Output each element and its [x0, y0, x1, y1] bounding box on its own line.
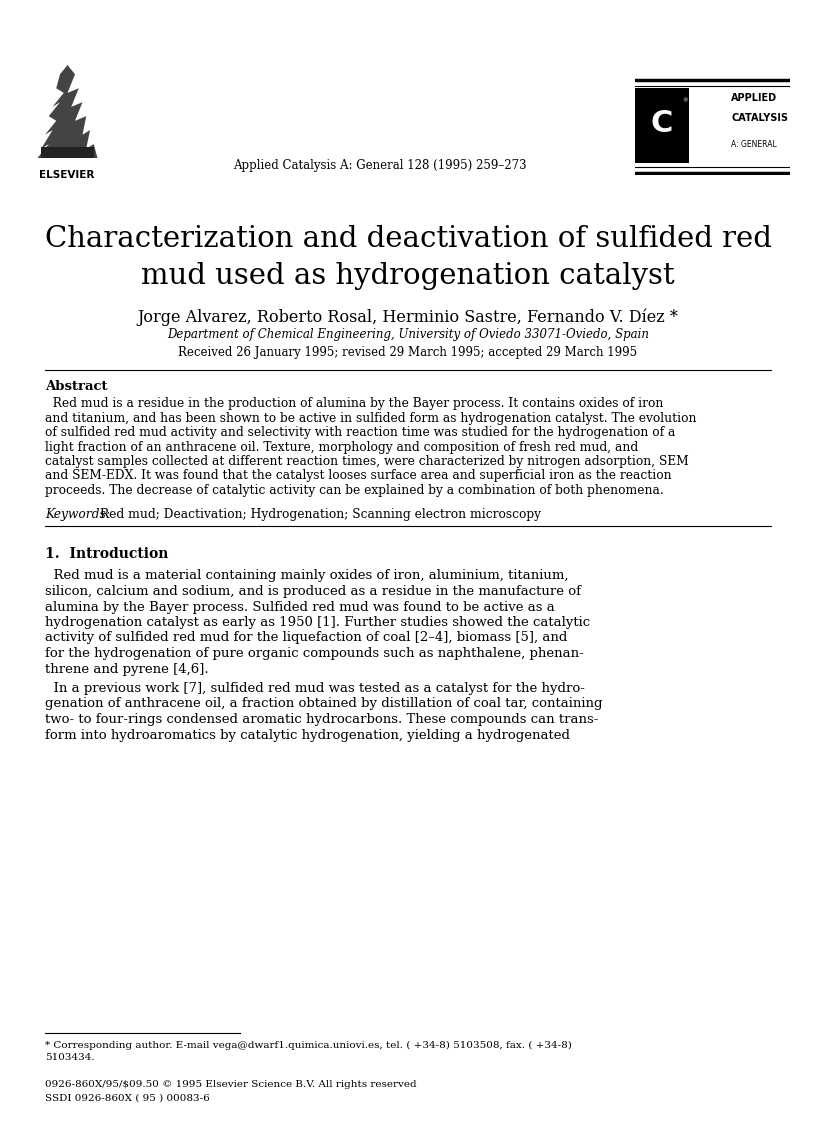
- Text: Received 26 January 1995; revised 29 March 1995; accepted 29 March 1995: Received 26 January 1995; revised 29 Mar…: [179, 346, 637, 359]
- Bar: [635, 89, 690, 163]
- Text: ®: ®: [682, 99, 687, 103]
- Text: A: GENERAL: A: GENERAL: [731, 139, 777, 148]
- Text: 5103434.: 5103434.: [45, 1053, 95, 1062]
- Text: Keywords:: Keywords:: [45, 509, 110, 521]
- Text: form into hydroaromatics by catalytic hydrogenation, yielding a hydrogenated: form into hydroaromatics by catalytic hy…: [45, 729, 570, 741]
- Text: and SEM-EDX. It was found that the catalyst looses surface area and superficial : and SEM-EDX. It was found that the catal…: [45, 469, 672, 483]
- Text: C: C: [651, 109, 673, 138]
- Text: silicon, calcium and sodium, and is produced as a residue in the manufacture of: silicon, calcium and sodium, and is prod…: [45, 585, 581, 599]
- Text: genation of anthracene oil, a fraction obtained by distillation of coal tar, con: genation of anthracene oil, a fraction o…: [45, 697, 602, 711]
- Text: 0926-860X/95/$09.50 © 1995 Elsevier Science B.V. All rights reserved: 0926-860X/95/$09.50 © 1995 Elsevier Scie…: [45, 1080, 417, 1089]
- Text: Red mud; Deactivation; Hydrogenation; Scanning electron microscopy: Red mud; Deactivation; Hydrogenation; Sc…: [100, 509, 541, 521]
- Polygon shape: [38, 65, 97, 158]
- Text: threne and pyrene [4,6].: threne and pyrene [4,6].: [45, 663, 209, 676]
- Text: APPLIED: APPLIED: [731, 93, 777, 102]
- Text: alumina by the Bayer process. Sulfided red mud was found to be active as a: alumina by the Bayer process. Sulfided r…: [45, 601, 555, 613]
- Text: CATALYSIS: CATALYSIS: [731, 113, 788, 124]
- Text: and titanium, and has been shown to be active in sulfided form as hydrogenation : and titanium, and has been shown to be a…: [45, 411, 697, 424]
- Text: catalyst samples collected at different reaction times, were characterized by ni: catalyst samples collected at different …: [45, 455, 689, 468]
- Bar: [42, 147, 94, 158]
- Text: light fraction of an anthracene oil. Texture, morphology and composition of fres: light fraction of an anthracene oil. Tex…: [45, 440, 638, 454]
- Text: Applied Catalysis A: General 128 (1995) 259–273: Applied Catalysis A: General 128 (1995) …: [233, 158, 527, 172]
- Text: two- to four-rings condensed aromatic hydrocarbons. These compounds can trans-: two- to four-rings condensed aromatic hy…: [45, 713, 598, 725]
- Text: activity of sulfided red mud for the liquefaction of coal [2–4], biomass [5], an: activity of sulfided red mud for the liq…: [45, 631, 567, 645]
- Text: ELSEVIER: ELSEVIER: [39, 170, 95, 180]
- Text: Abstract: Abstract: [45, 380, 108, 393]
- Text: mud used as hydrogenation catalyst: mud used as hydrogenation catalyst: [141, 262, 675, 290]
- Text: In a previous work [7], sulfided red mud was tested as a catalyst for the hydro-: In a previous work [7], sulfided red mud…: [45, 682, 585, 695]
- Text: of sulfided red mud activity and selectivity with reaction time was studied for : of sulfided red mud activity and selecti…: [45, 426, 676, 439]
- Text: Department of Chemical Engineering, University of Oviedo 33071-Oviedo, Spain: Department of Chemical Engineering, Univ…: [167, 328, 649, 341]
- Text: * Corresponding author. E-mail vega@dwarf1.quimica.uniovi.es, tel. ( +34-8) 5103: * Corresponding author. E-mail vega@dwar…: [45, 1041, 572, 1050]
- Text: Red mud is a residue in the production of alumina by the Bayer process. It conta: Red mud is a residue in the production o…: [45, 398, 663, 410]
- Text: hydrogenation catalyst as early as 1950 [1]. Further studies showed the catalyti: hydrogenation catalyst as early as 1950 …: [45, 617, 590, 629]
- Text: Characterization and deactivation of sulfided red: Characterization and deactivation of sul…: [45, 225, 771, 253]
- Text: 1.  Introduction: 1. Introduction: [45, 548, 168, 562]
- Text: Jorge Alvarez, Roberto Rosal, Herminio Sastre, Fernando V. Díez *: Jorge Alvarez, Roberto Rosal, Herminio S…: [138, 308, 678, 326]
- Text: proceeds. The decrease of catalytic activity can be explained by a combination o: proceeds. The decrease of catalytic acti…: [45, 484, 663, 497]
- Text: for the hydrogenation of pure organic compounds such as naphthalene, phenan-: for the hydrogenation of pure organic co…: [45, 647, 583, 660]
- Text: SSDI 0926-860X ( 95 ) 00083-6: SSDI 0926-860X ( 95 ) 00083-6: [45, 1094, 210, 1103]
- Text: Red mud is a material containing mainly oxides of iron, aluminium, titanium,: Red mud is a material containing mainly …: [45, 569, 569, 583]
